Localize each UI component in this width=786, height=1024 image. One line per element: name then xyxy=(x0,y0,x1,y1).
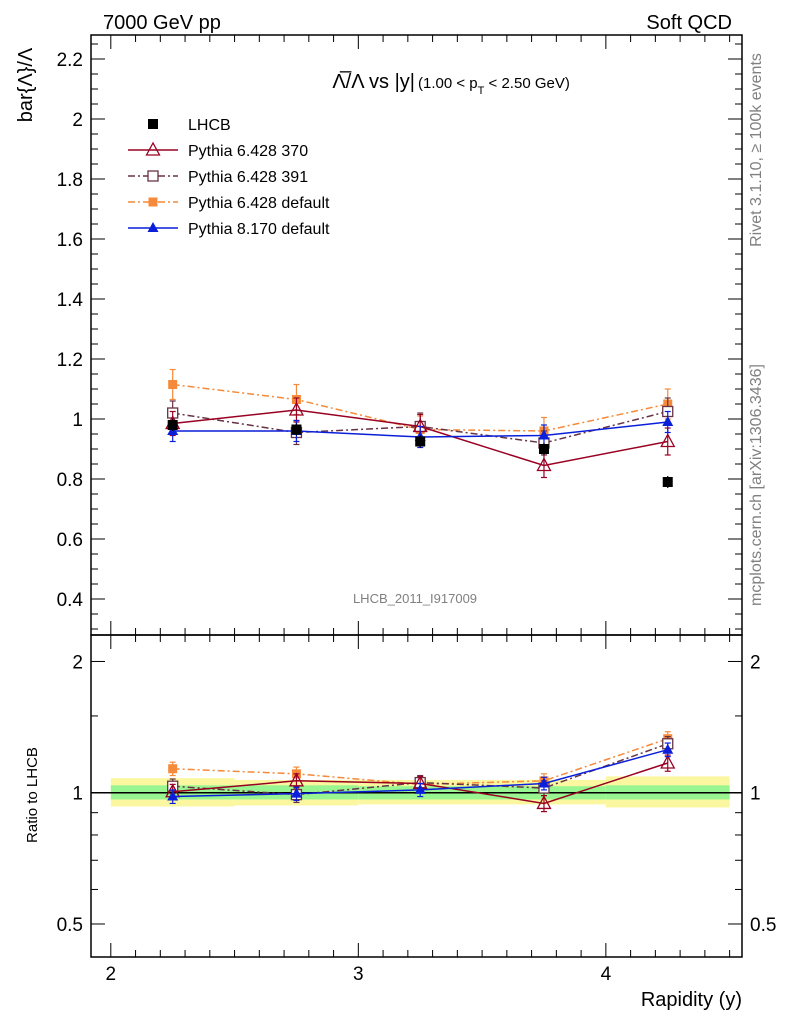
ratio-ylabel: Ratio to LHCB xyxy=(24,747,41,843)
ratio-line-p6def xyxy=(172,738,668,786)
point-lhcb-3 xyxy=(538,444,549,454)
main-ytick-label-9: 2.2 xyxy=(57,50,83,71)
main-ytick-label-3: 1 xyxy=(72,410,83,431)
ratio-ytick-label-right-0: 0.5 xyxy=(750,915,776,936)
x-axis-label: Rapidity (y) xyxy=(641,989,742,1011)
legend-label-p391: Pythia 6.428 391 xyxy=(188,169,308,186)
watermark: LHCB_2011_I917009 xyxy=(353,591,477,606)
main-ytick-label-4: 1.2 xyxy=(57,350,83,371)
ratio-panel: 0.5 0.5 1 1 2 2 2 3 4 Ratio to LHCB Rapidity (y) xyxy=(24,634,776,1011)
ratio-ytick-label-right-1: 1 xyxy=(750,784,761,805)
legend-label-p8def: Pythia 8.170 default xyxy=(188,221,330,238)
main-ytick-label-2: 0.8 xyxy=(57,470,83,491)
ratio-ytick-label-2: 2 xyxy=(72,652,83,673)
point-p8def-4 xyxy=(662,416,674,426)
xtick-label-1: 3 xyxy=(353,964,364,985)
ratio-point-p370-1 xyxy=(288,772,305,787)
ratio-point-p8def-0 xyxy=(167,790,179,801)
legend-marker-p370 xyxy=(145,141,161,156)
ratio-point-p6def-0 xyxy=(168,764,178,774)
point-p370-1 xyxy=(288,401,305,416)
ratio-point-p8def-4 xyxy=(662,743,674,754)
mcplots-label: mcplots.cern.ch [arXiv:1306.3436] xyxy=(748,364,765,606)
ratio-point-p8def-3 xyxy=(538,777,550,788)
main-ytick-label-6: 1.6 xyxy=(57,230,83,251)
plot-title-cut: (1.00 < pT < 2.50 GeV) xyxy=(418,75,570,97)
series-line-p391 xyxy=(172,410,668,444)
header-left: 7000 GeV pp xyxy=(103,12,221,34)
main-ytick-label-8: 2 xyxy=(72,110,83,131)
ratio-point-p370-3 xyxy=(536,795,552,810)
point-lhcb-4 xyxy=(662,477,673,487)
xtick-label-0: 2 xyxy=(106,964,117,985)
plot-title-cut-b: < 2.50 GeV) xyxy=(484,75,569,92)
legend: LHCB Pythia 6.428 370 Pythia 6.428 391 Pyth… xyxy=(128,117,330,238)
legend-marker-p8def xyxy=(147,222,159,232)
plot-title-main: Λ̅/Λ vs |y| xyxy=(332,70,415,93)
main-panel: LHCB_2011_I917009 Λ̅/Λ vs |y| (1.00 < pT… xyxy=(15,34,743,636)
point-p8def-3 xyxy=(538,429,550,440)
legend-label-p6def: Pythia 6.428 default xyxy=(188,195,330,212)
point-p370-3 xyxy=(536,457,552,472)
point-lhcb-2 xyxy=(415,436,426,447)
point-p370-4 xyxy=(660,433,676,448)
point-lhcb-1 xyxy=(291,424,302,435)
legend-marker-p391 xyxy=(147,170,159,182)
series-lhcb xyxy=(167,419,673,488)
ratio-line-p391 xyxy=(172,743,668,796)
ratio-ytick-label-right-2: 2 xyxy=(750,652,761,673)
ratio-ytick-label-1: 1 xyxy=(72,784,83,805)
plot-title-cut-a: (1.00 < p xyxy=(418,75,478,92)
legend-marker-p6def xyxy=(148,197,158,207)
ratio-point-p8def-1 xyxy=(290,787,302,798)
main-ytick-label-7: 1.8 xyxy=(57,170,83,191)
ratio-series-p8def xyxy=(167,742,674,805)
legend-marker-lhcb xyxy=(148,119,158,129)
main-ytick-label-1: 0.6 xyxy=(57,530,83,551)
legend-label-p370: Pythia 6.428 370 xyxy=(188,143,308,160)
legend-label-lhcb: LHCB xyxy=(188,117,231,134)
ratio-frame xyxy=(90,634,743,958)
point-lhcb-0 xyxy=(167,420,178,430)
plot-title: Λ̅/Λ vs |y| (1.00 < pT < 2.50 GeV) xyxy=(332,70,570,97)
ratio-point-p370-4 xyxy=(660,754,676,769)
main-ylabel: bar{Λ}/Λ xyxy=(15,47,37,122)
plot-title-sub: T xyxy=(478,85,485,97)
ratio-point-p8def-2 xyxy=(414,783,426,794)
rivet-label: Rivet 3.1.10, ≥ 100k events xyxy=(748,53,765,247)
ratio-ytick-label-0: 0.5 xyxy=(57,915,83,936)
xtick-label-2: 4 xyxy=(601,964,612,985)
header-right: Soft QCD xyxy=(646,12,732,34)
main-ytick-label-5: 1.4 xyxy=(57,290,84,311)
point-p6def-0 xyxy=(168,380,178,389)
main-ytick-label-0: 0.4 xyxy=(57,590,84,611)
